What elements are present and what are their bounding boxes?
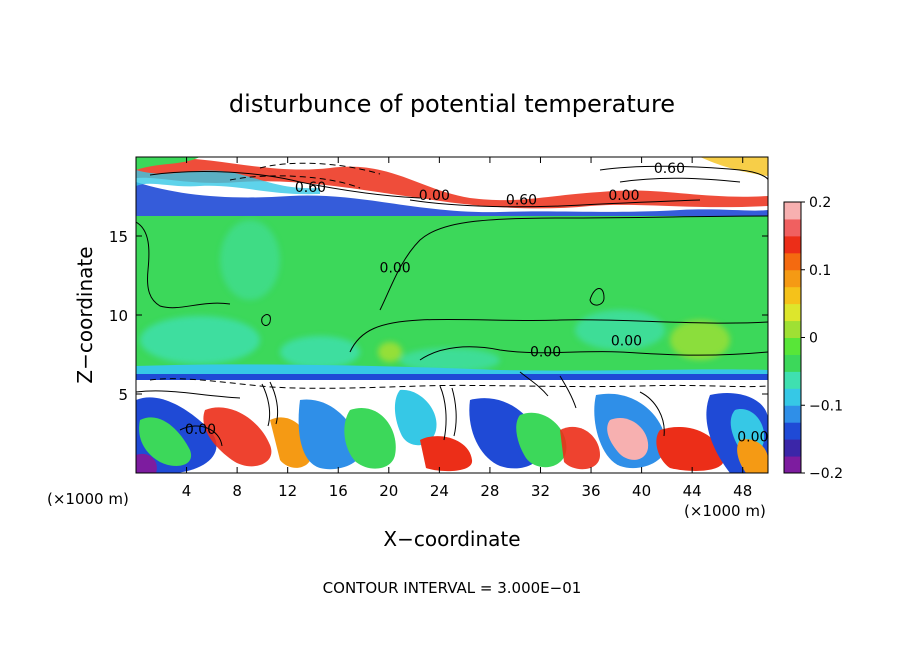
lower-red-blob-2 <box>420 436 473 472</box>
colorbar-tick-label: 0.1 <box>809 263 831 279</box>
colorbar-swatch <box>784 218 801 237</box>
lower-cyan-blob-1 <box>394 389 437 446</box>
x-unit-right: (×1000 m) <box>684 502 766 520</box>
colorbar-swatch <box>784 337 801 355</box>
lower-orange-blob-2 <box>737 439 768 473</box>
contour-label: 0.00 <box>737 430 768 446</box>
colorbar-swatch <box>784 320 801 338</box>
contour-label: 0.00 <box>608 188 639 204</box>
plot-area: 0.60 0.60 0.00 0.60 0.00 0.00 0.00 0.00 0.00 0.00 <box>136 157 768 473</box>
lower-green-blob-1 <box>139 417 192 466</box>
middle-teal-patches <box>140 220 730 372</box>
lower-green-blob-2 <box>344 408 396 469</box>
lower-red-blob-1 <box>203 407 272 467</box>
colorbar-tick-label: −0.2 <box>809 466 843 482</box>
x-tick-label: 12 <box>278 482 297 500</box>
colorbar-swatch <box>784 286 801 305</box>
contour-label: 0.00 <box>185 422 216 438</box>
x-tick-label: 48 <box>733 482 752 500</box>
colorbar-swatch <box>784 269 801 288</box>
x-tick-label: 8 <box>232 482 242 500</box>
x-axis: 4 8 12 16 20 24 28 32 36 40 44 48 <box>182 157 752 500</box>
x-tick-label: 4 <box>182 482 192 500</box>
y-tick-label: 5 <box>118 386 128 404</box>
colorbar-swatch <box>784 388 801 406</box>
colorbar-tick-label: −0.1 <box>809 398 843 414</box>
lower-green-blob-3 <box>516 412 567 468</box>
y-axis-label: Z−coordinate <box>73 246 97 383</box>
x-tick-label: 24 <box>430 482 449 500</box>
x-tick-label: 40 <box>632 482 651 500</box>
contour-label: 0.00 <box>611 333 642 349</box>
upper-cyan-band <box>136 170 320 195</box>
colorbar-swatch <box>784 422 801 440</box>
x-unit-left: (×1000 m) <box>47 490 129 508</box>
lower-layer-field <box>136 374 768 473</box>
contour-interval-footer: CONTOUR INTERVAL = 3.000E−01 <box>323 579 582 597</box>
y-tick-label: 10 <box>109 307 128 325</box>
lower-pink-blob <box>607 418 649 460</box>
contour-labels: 0.60 0.60 0.00 0.60 0.00 0.00 0.00 0.00 0.00 0.00 <box>185 161 768 446</box>
upper-blue-band <box>136 182 768 216</box>
y-tick-label: 15 <box>109 228 128 246</box>
contour-label: 0.00 <box>380 261 411 277</box>
contour-label: 0.60 <box>506 193 537 209</box>
chart-title: disturbunce of potential temperature <box>229 90 675 118</box>
colorbar-swatch <box>784 303 801 322</box>
lower-purple-blob <box>136 453 157 473</box>
colorbar-swatch <box>784 371 801 389</box>
colorbar: 0.2 0.1 0 −0.1 −0.2 <box>783 195 843 482</box>
contour-label: 0.60 <box>654 161 685 177</box>
contour-label: 0.00 <box>530 344 561 360</box>
y-axis: 5 10 15 <box>109 228 768 404</box>
upper-red-band <box>136 157 768 209</box>
lower-blue-strip <box>136 374 768 380</box>
colorbar-swatch <box>784 252 801 271</box>
x-tick-label: 36 <box>581 482 600 500</box>
colorbar-swatch <box>784 354 801 372</box>
colorbar-swatch <box>784 235 801 254</box>
x-tick-label: 44 <box>683 482 702 500</box>
contour-label: 0.60 <box>295 180 326 196</box>
x-tick-label: 28 <box>480 482 499 500</box>
x-axis-label: X−coordinate <box>383 527 520 551</box>
colorbar-swatch <box>784 456 801 474</box>
lower-red-blob-3 <box>560 426 600 470</box>
contour-label: 0.00 <box>419 188 450 204</box>
colorbar-tick-label: 0.2 <box>809 195 831 211</box>
contour-lines <box>136 162 768 447</box>
lower-blue-blob-2 <box>298 399 362 470</box>
x-tick-label: 32 <box>531 482 550 500</box>
colorbar-swatch <box>784 439 801 457</box>
colorbar-swatch <box>784 405 801 423</box>
colorbar-swatch <box>784 202 801 220</box>
upper-green-patch <box>136 157 200 170</box>
x-tick-label: 20 <box>379 482 398 500</box>
lower-red-blob-4 <box>656 426 725 471</box>
middle-layer-field <box>136 216 768 378</box>
upper-layer-field <box>136 157 768 217</box>
colorbar-tick-label: 0 <box>809 331 818 347</box>
x-tick-label: 16 <box>329 482 348 500</box>
